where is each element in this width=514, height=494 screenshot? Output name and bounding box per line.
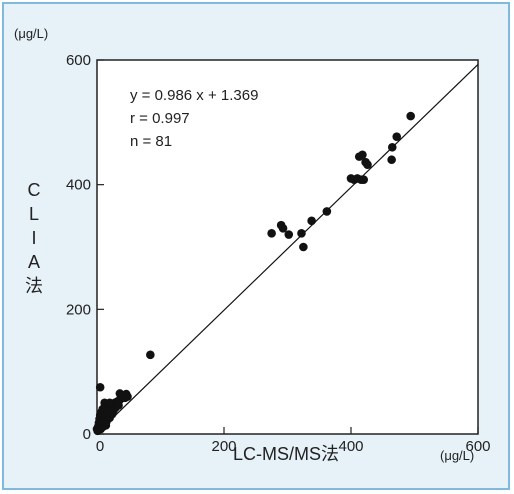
x-tick-label: 0 xyxy=(96,438,104,455)
data-point xyxy=(359,175,369,184)
data-point xyxy=(105,398,114,408)
y-axis-title-char: 法 xyxy=(25,276,43,296)
regression-line xyxy=(96,63,479,434)
y-tick-label: 200 xyxy=(66,301,91,318)
y-axis-title-char: C xyxy=(28,180,41,200)
data-point xyxy=(387,142,397,152)
data-point xyxy=(358,150,367,160)
data-point xyxy=(120,391,130,400)
data-point xyxy=(267,228,276,238)
data-point xyxy=(278,224,288,233)
data-point xyxy=(284,230,294,239)
data-point xyxy=(363,160,372,170)
data-point xyxy=(406,111,415,121)
data-point xyxy=(146,350,155,360)
data-point xyxy=(95,382,105,392)
data-point xyxy=(392,132,402,141)
y-tick-label: 400 xyxy=(66,177,91,194)
x-tick-label: 200 xyxy=(211,438,236,455)
y-axis-title-char: I xyxy=(31,228,36,248)
y-tick-label: 0 xyxy=(83,426,91,443)
data-point xyxy=(322,207,332,216)
regression-equation: y = 0.986 x + 1.369 xyxy=(130,87,258,104)
correlation-coefficient: r = 0.997 xyxy=(130,110,190,127)
data-point xyxy=(307,216,316,226)
y-axis-title-char: L xyxy=(29,204,39,224)
x-tick-label: 600 xyxy=(465,438,490,455)
x-unit-label: (μg/L) xyxy=(440,448,474,463)
y-axis-title-char: A xyxy=(28,252,40,272)
y-unit-label: (μg/L) xyxy=(14,26,48,41)
y-axis-title: C L I A 法 xyxy=(25,180,43,296)
data-point xyxy=(299,242,308,252)
data-point xyxy=(297,228,306,238)
y-tick-label: 600 xyxy=(66,52,91,69)
x-tick-label: 400 xyxy=(338,438,363,455)
data-point xyxy=(387,155,396,165)
x-axis-title: LC-MS/MS法 xyxy=(233,444,339,464)
sample-count: n = 81 xyxy=(130,133,172,150)
